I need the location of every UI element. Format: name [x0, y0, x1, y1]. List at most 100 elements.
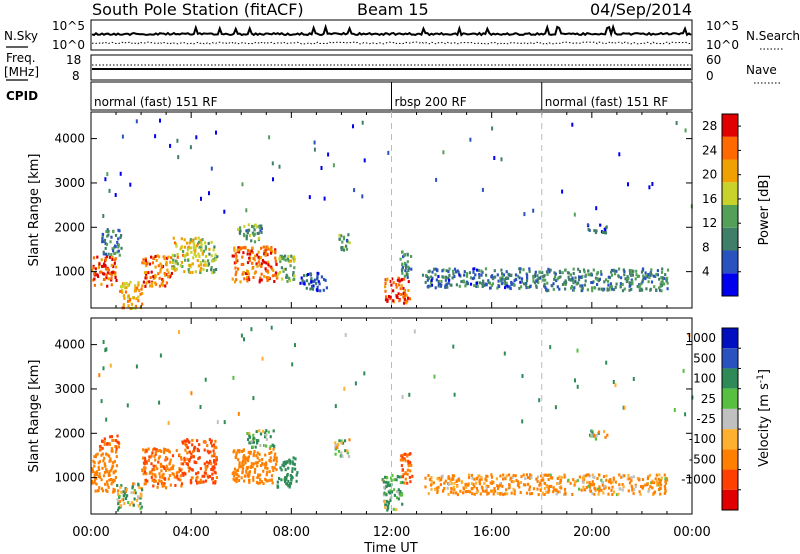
echo-cell — [570, 285, 574, 288]
echo-cell — [117, 245, 120, 249]
echo-cell — [564, 279, 567, 283]
echo-cell — [492, 480, 495, 484]
echo-cell — [237, 267, 240, 271]
echo-cell — [210, 454, 213, 458]
echo-cell — [257, 481, 260, 485]
echo-cell — [186, 253, 189, 256]
echo-cell — [110, 253, 113, 256]
echo-cell — [556, 277, 559, 281]
echo-cell — [404, 477, 407, 481]
echo-cell — [104, 257, 107, 261]
echo-cell — [590, 483, 593, 486]
echo-cell — [260, 272, 263, 276]
echo-cell — [545, 490, 548, 494]
echo-cell — [105, 242, 109, 246]
echo-cell — [157, 482, 160, 486]
echo-cell — [133, 482, 136, 486]
echo-cell — [137, 496, 140, 500]
echo-cell — [296, 471, 299, 475]
echo-cell — [478, 482, 481, 486]
echo-cell — [189, 246, 193, 250]
echo-cell — [545, 270, 549, 274]
y-tick-label: 4000 — [54, 132, 85, 146]
cpid-segment-label: normal (fast) 151 RF — [545, 95, 669, 109]
echo-cell — [244, 246, 247, 250]
echo-cell — [526, 273, 529, 277]
echo-cell — [98, 460, 102, 464]
cpid-label: CPID — [6, 89, 38, 103]
echo-cell — [396, 475, 399, 478]
echo-cell — [649, 274, 652, 277]
echo-cell — [465, 274, 469, 278]
echo-cell — [622, 485, 625, 489]
echo-cell — [438, 478, 441, 482]
echo-cell — [200, 246, 203, 250]
echo-cell — [245, 234, 248, 238]
echo-cell — [661, 267, 664, 271]
echo-cell — [543, 473, 546, 477]
echo-cell — [114, 233, 118, 237]
echo-cell — [386, 299, 389, 303]
echo-cell — [291, 467, 294, 471]
colorbar-tick-label: 4 — [702, 265, 710, 279]
echo-cell — [154, 274, 157, 277]
echo-cell — [184, 253, 187, 257]
echo-cell — [198, 240, 201, 244]
echo-cell — [113, 246, 116, 250]
echo-cell — [447, 281, 450, 285]
echo-cell — [105, 276, 108, 280]
echo-cell — [659, 478, 663, 482]
echo-cell — [277, 272, 280, 276]
echo-cell — [490, 489, 493, 493]
echo-cell — [210, 254, 213, 258]
echo-cell — [181, 472, 184, 475]
echo-cell — [609, 481, 613, 485]
echo-speckle — [241, 182, 244, 187]
echo-cell — [310, 277, 313, 281]
echo-cell — [406, 296, 410, 300]
echo-cell — [260, 262, 263, 266]
echo-cell — [638, 490, 641, 494]
echo-cell — [164, 448, 167, 452]
echo-cell — [238, 463, 241, 467]
echo-cell — [325, 286, 328, 290]
echo-cell — [265, 269, 268, 273]
echo-cell — [257, 250, 260, 254]
y-tick-label: 2000 — [54, 220, 85, 234]
station-title: South Pole Station (fitACF) — [92, 0, 304, 19]
echo-cell — [232, 474, 236, 478]
echo-cell — [497, 484, 500, 488]
echo-cell — [182, 462, 185, 466]
colorbar-swatch — [722, 348, 738, 369]
echo-cell — [655, 473, 658, 477]
echo-cell — [299, 281, 302, 285]
echo-cell — [139, 492, 142, 496]
echo-cell — [464, 490, 467, 494]
echo-cell — [406, 275, 409, 279]
echo-cell — [505, 276, 508, 280]
echo-cell — [189, 238, 192, 242]
echo-cell — [95, 453, 98, 457]
echo-cell — [591, 480, 594, 484]
echo-cell — [305, 286, 308, 290]
echo-speckle — [576, 384, 579, 389]
echo-cell — [315, 288, 318, 292]
echo-cell — [292, 462, 295, 466]
echo-cell — [629, 271, 632, 275]
echo-cell — [630, 269, 633, 273]
echo-cell — [115, 464, 118, 468]
echo-cell — [208, 252, 211, 256]
echo-cell — [152, 256, 155, 260]
echo-cell — [102, 264, 105, 268]
echo-cell — [259, 256, 262, 259]
echo-cell — [186, 457, 189, 461]
echo-cell — [639, 485, 643, 488]
echo-cell — [253, 232, 256, 236]
echo-cell — [611, 480, 614, 484]
cpid-segment-label: normal (fast) 151 RF — [94, 95, 218, 109]
echo-cell — [385, 295, 388, 299]
echo-cell — [247, 276, 250, 280]
echo-cell — [476, 476, 479, 480]
y-tick-label: 3000 — [54, 382, 85, 396]
echo-cell — [257, 255, 260, 259]
